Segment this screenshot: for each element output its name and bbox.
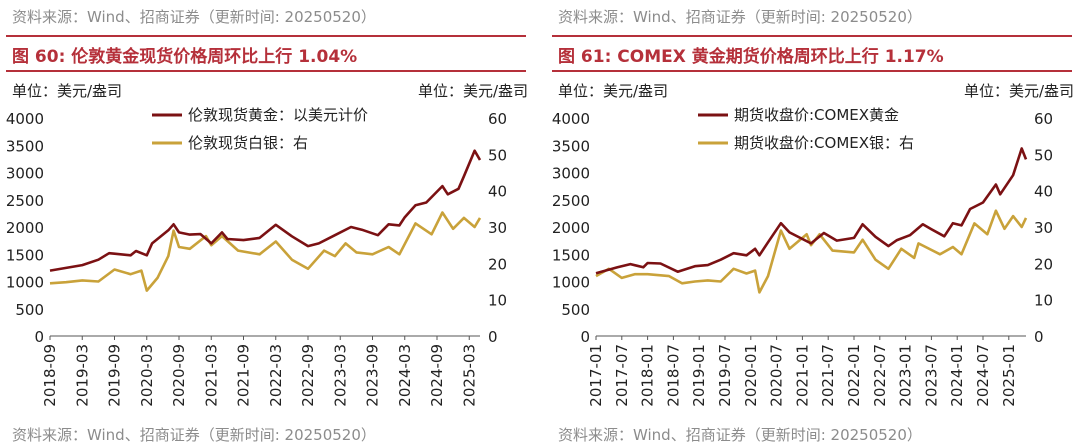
- x-tick-label: 2021-01: [793, 344, 811, 407]
- x-tick-label: 2024-01: [948, 344, 966, 407]
- y-tick-left: 3000: [6, 165, 44, 183]
- x-tick-label: 2024-07: [974, 344, 992, 407]
- legend-label: 伦敦现货白银：右: [188, 134, 308, 152]
- x-tick-label: 2023-01: [897, 344, 915, 407]
- y-axis-right-unit: 单位：美元/盎司: [964, 82, 1074, 100]
- y-tick-left: 1000: [552, 274, 590, 292]
- y-tick-right: 60: [1034, 110, 1053, 128]
- y-tick-right: 50: [1034, 146, 1053, 164]
- y-axis-right-unit: 单位：美元/盎司: [418, 82, 528, 100]
- y-tick-right: 30: [1034, 219, 1053, 237]
- y-tick-right: 10: [488, 292, 507, 310]
- source-note-bottom: 资料来源：Wind、招商证券（更新时间: 20250520）: [12, 426, 376, 444]
- x-tick-label: 2023-07: [922, 344, 940, 407]
- legend-label: 期货收盘价:COMEX银：右: [734, 134, 914, 152]
- series-line-silver: [49, 211, 482, 292]
- x-tick-label: 2020-09: [170, 344, 188, 407]
- y-tick-right: 30: [488, 219, 507, 237]
- y-tick-right: 60: [488, 110, 507, 128]
- legend-label: 期货收盘价:COMEX黄金: [734, 106, 899, 124]
- series-line-gold: [49, 149, 482, 272]
- source-note-top: 资料来源：Wind、招商证券（更新时间: 20250520）: [558, 8, 922, 26]
- x-tick-label: 2024-09: [428, 344, 446, 407]
- x-tick-label: 2025-03: [460, 344, 478, 407]
- source-note-bottom: 资料来源：Wind、招商证券（更新时间: 20250520）: [558, 426, 922, 444]
- chart-panel-london: 资料来源：Wind、招商证券（更新时间: 20250520） 图 60: 伦敦黄…: [2, 0, 532, 446]
- x-tick-label: 2020-03: [138, 344, 156, 407]
- y-tick-right: 40: [488, 183, 507, 201]
- chart-title: 图 61: COMEX 黄金期货价格周环比上行 1.17%: [558, 47, 944, 67]
- x-tick-label: 2018-07: [664, 344, 682, 407]
- y-tick-left: 1000: [6, 274, 44, 292]
- x-tick-label: 2024-03: [396, 344, 414, 407]
- x-tick-label: 2019-09: [106, 344, 124, 407]
- y-tick-left: 3000: [552, 165, 590, 183]
- x-tick-label: 2021-03: [202, 344, 220, 407]
- y-tick-left: 500: [15, 301, 44, 319]
- series-line-gold: [595, 147, 1028, 275]
- y-tick-right: 0: [488, 328, 498, 346]
- y-tick-left: 4000: [552, 110, 590, 128]
- source-note-top: 资料来源：Wind、招商证券（更新时间: 20250520）: [12, 8, 376, 26]
- y-tick-left: 0: [580, 328, 590, 346]
- y-tick-right: 20: [488, 255, 507, 273]
- x-tick-label: 2018-09: [41, 344, 59, 407]
- x-tick-label: 2022-01: [845, 344, 863, 407]
- x-tick-label: 2022-09: [299, 344, 317, 407]
- divider-under-title: [552, 70, 1072, 72]
- x-tick-label: 2023-09: [364, 344, 382, 407]
- x-tick-label: 2017-07: [613, 344, 631, 407]
- legend-label: 伦敦现货黄金：以美元计价: [188, 106, 368, 124]
- y-tick-right: 10: [1034, 292, 1053, 310]
- y-tick-left: 2500: [6, 192, 44, 210]
- y-tick-left: 2000: [552, 219, 590, 237]
- y-tick-left: 3500: [6, 137, 44, 155]
- y-tick-left: 3500: [552, 137, 590, 155]
- london-gold-silver-chart: 单位：美元/盎司 单位：美元/盎司050010001500200025003000…: [6, 82, 528, 407]
- x-tick-label: 2022-03: [267, 344, 285, 407]
- divider-under-title: [6, 70, 526, 72]
- y-tick-left: 0: [34, 328, 44, 346]
- y-tick-left: 2000: [6, 219, 44, 237]
- x-tick-label: 2021-07: [819, 344, 837, 407]
- y-tick-left: 1500: [552, 246, 590, 264]
- y-tick-right: 20: [1034, 255, 1053, 273]
- y-tick-left: 2500: [552, 192, 590, 210]
- y-tick-left: 4000: [6, 110, 44, 128]
- x-tick-label: 2018-01: [639, 344, 657, 407]
- comex-gold-silver-chart: 单位：美元/盎司 单位：美元/盎司050010001500200025003000…: [552, 82, 1074, 407]
- y-tick-right: 0: [1034, 328, 1044, 346]
- chart-title: 图 60: 伦敦黄金现货价格周环比上行 1.04%: [12, 47, 358, 67]
- x-tick-label: 2019-03: [73, 344, 91, 407]
- y-axis-left-unit: 单位：美元/盎司: [12, 82, 122, 100]
- y-tick-right: 50: [488, 146, 507, 164]
- x-tick-label: 2019-01: [690, 344, 708, 407]
- y-tick-left: 500: [561, 301, 590, 319]
- x-tick-label: 2023-03: [331, 344, 349, 407]
- x-tick-label: 2021-09: [235, 344, 253, 407]
- x-tick-label: 2019-07: [716, 344, 734, 407]
- chart-panel-comex: 资料来源：Wind、招商证券（更新时间: 20250520） 图 61: COM…: [548, 0, 1078, 446]
- y-tick-right: 40: [1034, 183, 1053, 201]
- y-axis-left-unit: 单位：美元/盎司: [558, 82, 668, 100]
- x-tick-label: 2022-07: [871, 344, 889, 407]
- x-tick-label: 2025-01: [1000, 344, 1018, 407]
- x-tick-label: 2017-01: [587, 344, 605, 407]
- x-tick-label: 2020-01: [742, 344, 760, 407]
- x-tick-label: 2020-07: [768, 344, 786, 407]
- divider-top: [6, 35, 526, 37]
- y-tick-left: 1500: [6, 246, 44, 264]
- divider-top: [552, 35, 1072, 37]
